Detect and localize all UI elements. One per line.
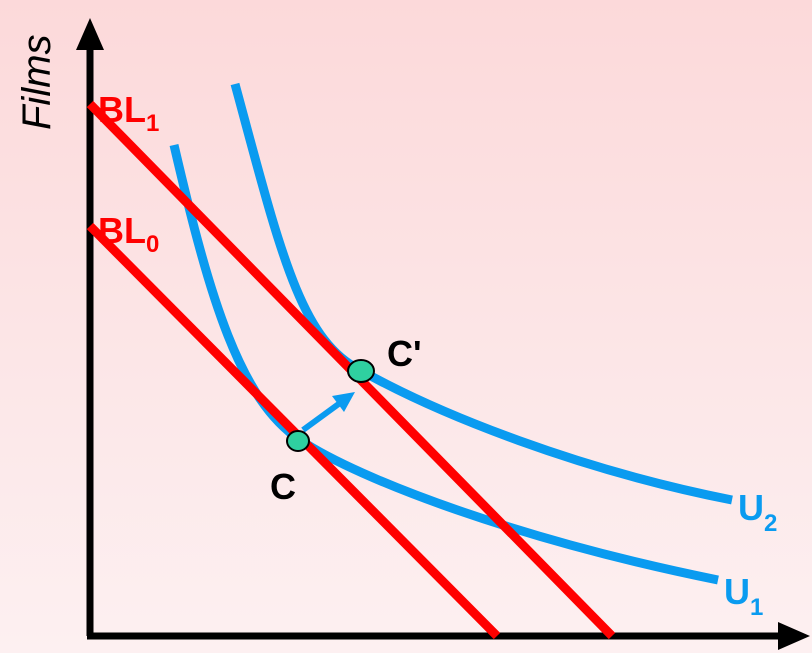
indifference-curve-u2-label-subscript: 2	[764, 510, 777, 537]
budget-line-bl0-label-main: BL	[98, 210, 146, 251]
budget-line-bl1-label: BL1	[98, 89, 159, 137]
budget-line-bl1-label-subscript: 1	[146, 110, 159, 137]
shift-arrow-head	[332, 392, 355, 412]
axes	[76, 18, 810, 650]
y-axis-arrowhead	[76, 18, 104, 50]
y-axis-title: Films	[15, 34, 59, 130]
x-axis-arrowhead	[778, 622, 810, 650]
point-c-label: C	[270, 466, 296, 507]
point-c-prime-label: C'	[387, 333, 422, 374]
indifference-curve-u2	[230, 82, 733, 505]
indifference-curves	[169, 82, 733, 585]
budget-line-bl1-label-main: BL	[98, 89, 146, 130]
indifference-curve-u1	[169, 143, 719, 585]
indifference-curve-u2-label-main: U	[738, 487, 764, 528]
point-c-prime	[347, 359, 375, 383]
budget-line-bl0-label-subscript: 0	[146, 231, 159, 258]
equilibrium-points	[286, 359, 375, 452]
shift-arrow	[301, 392, 355, 433]
shift-arrow-shaft	[301, 400, 342, 433]
indifference-curve-u1-label-main: U	[724, 571, 750, 612]
indifference-curve-u1-label-subscript: 1	[750, 594, 763, 621]
indifference-curve-u1-label: U1	[724, 571, 763, 621]
budget-line-bl0-label: BL0	[98, 210, 159, 258]
point-c	[286, 430, 310, 452]
indifference-curve-u2-label: U2	[738, 487, 777, 537]
